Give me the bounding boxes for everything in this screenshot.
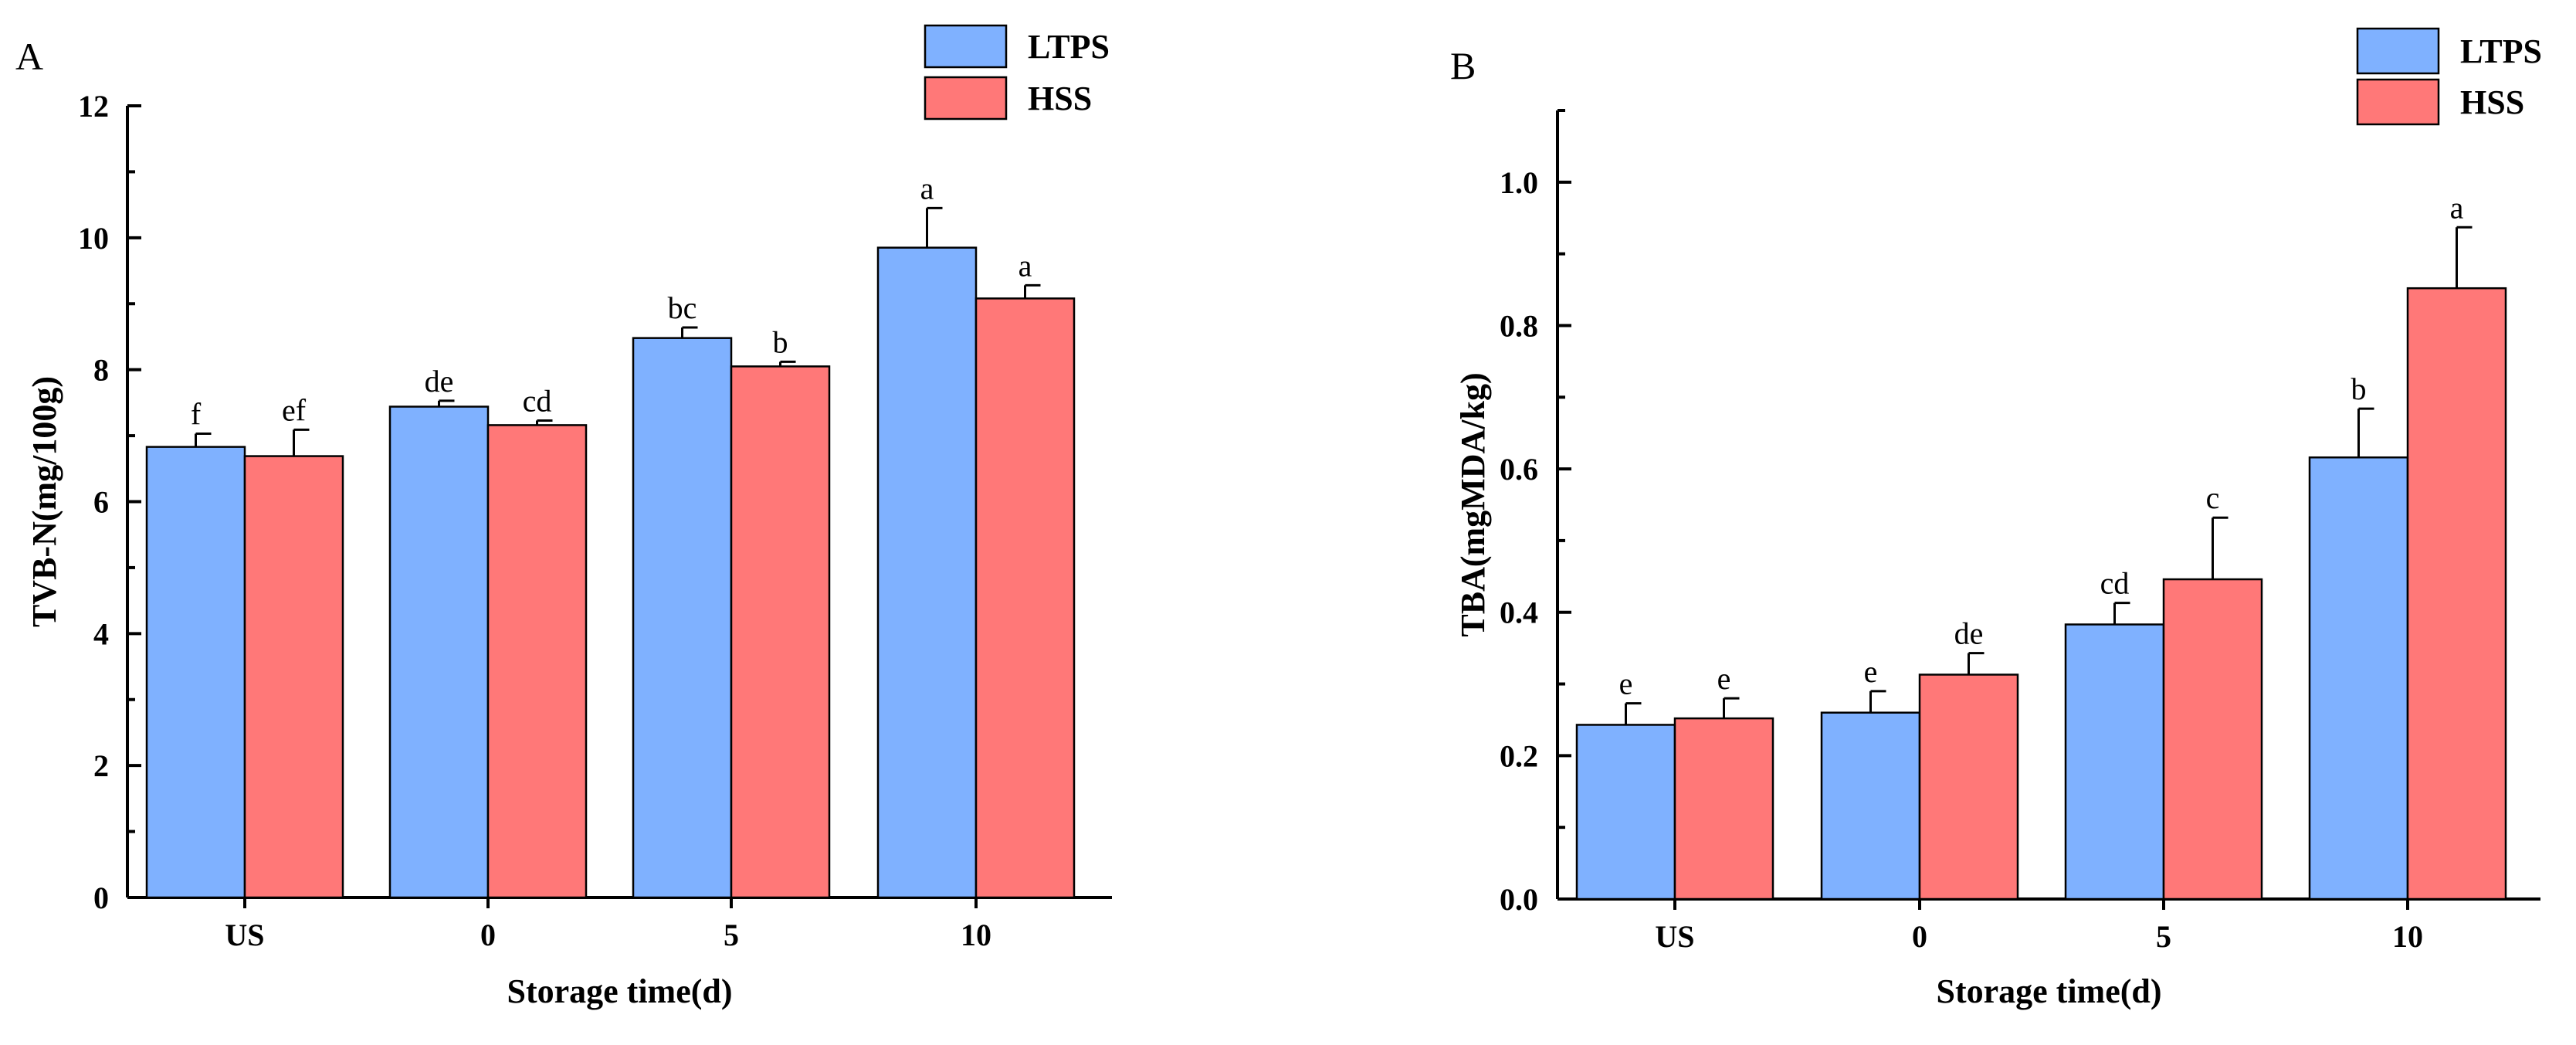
legend-label-hss: HSS xyxy=(1028,80,1092,117)
x-axis-label: Storage time(d) xyxy=(1936,972,2161,1010)
y-tick-label: 0.4 xyxy=(1500,595,1538,630)
legend-label-hss: HSS xyxy=(2460,83,2524,121)
significance-label: b xyxy=(2351,372,2367,406)
y-tick-label: 0.8 xyxy=(1500,308,1538,343)
bar-hss xyxy=(1918,673,2019,901)
significance-label: cd xyxy=(2100,566,2130,601)
bar-ltps xyxy=(388,405,490,899)
significance-label: c xyxy=(2206,480,2220,515)
x-tick-label: 5 xyxy=(724,918,739,952)
legend-swatch-hss xyxy=(924,76,1008,120)
bar-ltps xyxy=(1575,724,1676,901)
y-tick-label: 2 xyxy=(93,748,109,783)
bar-hss xyxy=(486,424,588,899)
significance-label: b xyxy=(773,324,788,359)
significance-label: a xyxy=(2450,190,2464,225)
significance-label: a xyxy=(1019,248,1032,283)
significance-label: a xyxy=(920,171,934,205)
significance-label: de xyxy=(1954,616,1984,651)
bar-ltps xyxy=(2064,623,2165,901)
significance-label: de xyxy=(425,364,454,399)
legend-label-ltps: LTPS xyxy=(1028,28,1110,66)
bar-ltps xyxy=(145,446,246,899)
significance-label: bc xyxy=(668,290,697,325)
legend-swatch-hss xyxy=(2356,78,2440,126)
panel-letter-b: B xyxy=(1450,44,1476,87)
bar-hss xyxy=(2406,287,2507,901)
y-tick-label: 8 xyxy=(93,353,109,388)
bar-hss xyxy=(1673,717,1774,901)
x-tick-label: US xyxy=(225,918,264,952)
y-tick-label: 0.0 xyxy=(1500,882,1538,917)
legend-swatch-ltps xyxy=(924,24,1008,69)
y-tick-label: 12 xyxy=(78,89,109,124)
significance-label: e xyxy=(1864,654,1878,689)
significance-label: e xyxy=(1619,667,1633,701)
chart-panel-a: A 0 2 4 6 8 10 12 f ef US de cd 0 bc b 5 a a 10 TVB-N(mg/10… xyxy=(15,24,1112,1010)
bar-ltps xyxy=(2308,456,2409,901)
x-tick-label: US xyxy=(1655,919,1694,954)
y-tick-label: 6 xyxy=(93,485,109,520)
x-axis-label: Storage time(d) xyxy=(507,972,732,1010)
y-tick-label: 1.0 xyxy=(1500,165,1538,200)
significance-label: cd xyxy=(523,383,552,418)
bar-hss xyxy=(2162,578,2263,901)
legend-swatch-ltps xyxy=(2356,27,2440,75)
y-tick-label: 0.6 xyxy=(1500,452,1538,487)
legend-label-ltps: LTPS xyxy=(2460,32,2542,70)
y-tick-label: 0.2 xyxy=(1500,738,1538,773)
x-tick-label: 10 xyxy=(2392,919,2423,954)
bar-hss xyxy=(974,297,1076,899)
x-tick-label: 0 xyxy=(1912,919,1927,954)
y-axis-label: TVB-N(mg/100g) xyxy=(25,376,63,627)
chart-panel-b: B 0.0 0.2 0.4 0.6 0.8 1.0 e e US e de 0 cd c 5 b a 10 TBA(… xyxy=(1450,27,2542,1010)
bar-hss xyxy=(730,365,831,899)
x-tick-label: 0 xyxy=(480,918,496,952)
y-tick-label: 4 xyxy=(93,616,109,651)
significance-label: e xyxy=(1717,661,1731,696)
y-axis-label: TBA(mgMDA/kg) xyxy=(1454,372,1492,636)
bar-ltps xyxy=(876,246,978,899)
x-tick-label: 5 xyxy=(2156,919,2171,954)
bar-ltps xyxy=(1820,711,1921,901)
significance-label: ef xyxy=(282,392,307,427)
y-tick-label: 10 xyxy=(78,221,109,256)
bar-hss xyxy=(243,455,344,899)
significance-label: f xyxy=(191,397,202,432)
panel-letter-a: A xyxy=(15,35,43,78)
y-tick-label: 0 xyxy=(93,880,109,915)
x-tick-label: 10 xyxy=(961,918,991,952)
bar-ltps xyxy=(632,337,733,899)
